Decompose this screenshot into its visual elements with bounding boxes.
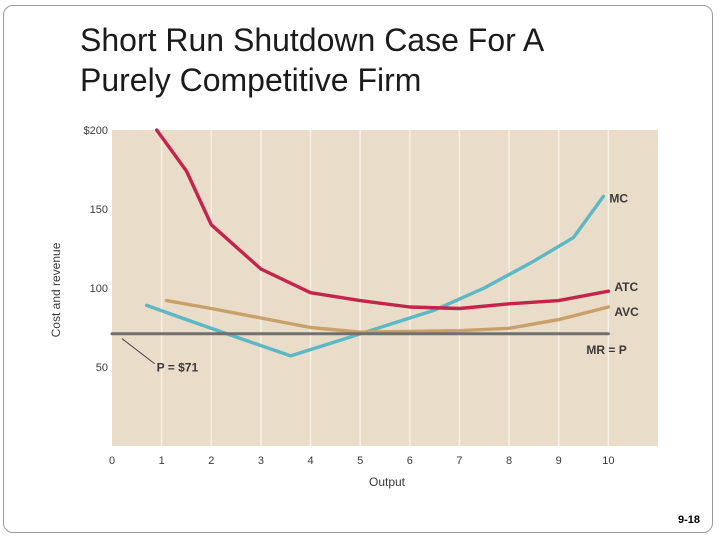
slide-title-line-2: Purely Competitive Firm bbox=[80, 62, 422, 98]
series-label-atc: ATC bbox=[614, 280, 638, 294]
x-tick-label-4: 4 bbox=[307, 455, 313, 467]
slide-frame bbox=[3, 5, 713, 533]
y-tick-label-50: 50 bbox=[96, 362, 108, 374]
series-line-atc bbox=[155, 128, 611, 311]
page-number: 9-18 bbox=[677, 514, 700, 526]
y-axis-label: Cost and revenue bbox=[49, 242, 63, 337]
series-label-mr: MR = P bbox=[586, 343, 626, 357]
series-line-avc bbox=[164, 298, 611, 334]
annotation-pointer-line bbox=[121, 338, 155, 365]
x-tick-label-0: 0 bbox=[109, 455, 115, 467]
x-tick-label-1: 1 bbox=[159, 455, 165, 467]
y-tick-label-200: $200 bbox=[84, 125, 108, 137]
x-tick-label-8: 8 bbox=[506, 455, 512, 467]
cost-revenue-chart: 0 1 2 3 4 5 6 7 8 9 10 50 100 150 $200 MC ATC AVC MR = P P … bbox=[49, 125, 658, 489]
x-tick-label-3: 3 bbox=[258, 455, 264, 467]
series-line-mc bbox=[145, 194, 606, 358]
x-tick-label-6: 6 bbox=[407, 455, 413, 467]
x-tick-label-7: 7 bbox=[456, 455, 462, 467]
x-tick-label-9: 9 bbox=[556, 455, 562, 467]
slide-title-line-1: Short Run Shutdown Case For A bbox=[80, 22, 545, 58]
x-tick-label-10: 10 bbox=[602, 455, 614, 467]
series-label-avc: AVC bbox=[614, 305, 639, 319]
x-tick-label-5: 5 bbox=[357, 455, 363, 467]
y-tick-label-150: 150 bbox=[90, 204, 108, 216]
x-axis-label: Output bbox=[369, 475, 406, 489]
y-tick-label-100: 100 bbox=[90, 283, 108, 295]
annotation-price-label: P = $71 bbox=[157, 361, 199, 375]
x-tick-label-2: 2 bbox=[208, 455, 214, 467]
series-label-mc: MC bbox=[609, 191, 628, 205]
plot-background bbox=[112, 130, 658, 446]
slide-title: Short Run Shutdown Case For A Purely Com… bbox=[80, 20, 700, 100]
